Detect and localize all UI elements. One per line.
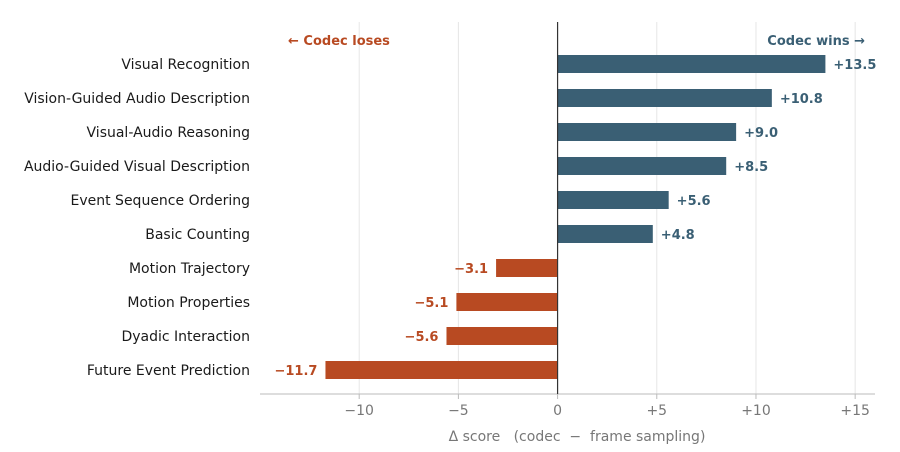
bar [557,157,727,175]
bar [557,89,772,107]
category-label: Motion Trajectory [129,261,250,277]
value-label: +10.8 [780,92,823,107]
category-label: Motion Properties [127,295,250,311]
bars [325,55,826,379]
bar [557,225,653,243]
value-label: −3.1 [454,262,488,277]
x-tick-label: +15 [840,403,870,419]
value-label: −5.1 [414,296,448,311]
category-label: Audio-Guided Visual Description [24,159,250,175]
bar [557,55,826,73]
x-tick-label: 0 [553,403,562,419]
codec-loses-annotation: ← Codec loses [288,34,390,49]
category-label: Vision-Guided Audio Description [24,91,250,107]
x-tick-label: −10 [344,403,374,419]
x-tick-label: −5 [448,403,469,419]
category-label: Dyadic Interaction [121,329,250,345]
bar [325,361,558,379]
bar [456,293,558,311]
x-tick-label: +10 [741,403,771,419]
value-label: +4.8 [661,228,695,243]
x-tick-label: +5 [646,403,667,419]
bar [557,191,669,209]
value-label: +5.6 [677,194,711,209]
value-label: +9.0 [744,126,778,141]
bar [557,123,737,141]
bar [446,327,558,345]
value-label: +13.5 [833,58,876,73]
category-label: Future Event Prediction [87,363,250,379]
x-axis-title: Δ score (codec − frame sampling) [449,429,706,445]
category-label: Visual-Audio Reasoning [87,125,250,141]
category-label: Basic Counting [145,227,250,243]
codec-wins-annotation: Codec wins → [767,34,865,49]
labels: Visual Recognition +13.5 Vision-Guided Aud… [24,57,876,379]
value-label: +8.5 [734,160,768,175]
category-label: Visual Recognition [121,57,250,73]
value-label: −5.6 [405,330,439,345]
category-label: Event Sequence Ordering [71,193,251,209]
value-label: −11.7 [274,364,317,379]
x-axis-ticks: −10 −5 0 +5 +10 +15 [344,394,870,419]
bar [496,259,558,277]
